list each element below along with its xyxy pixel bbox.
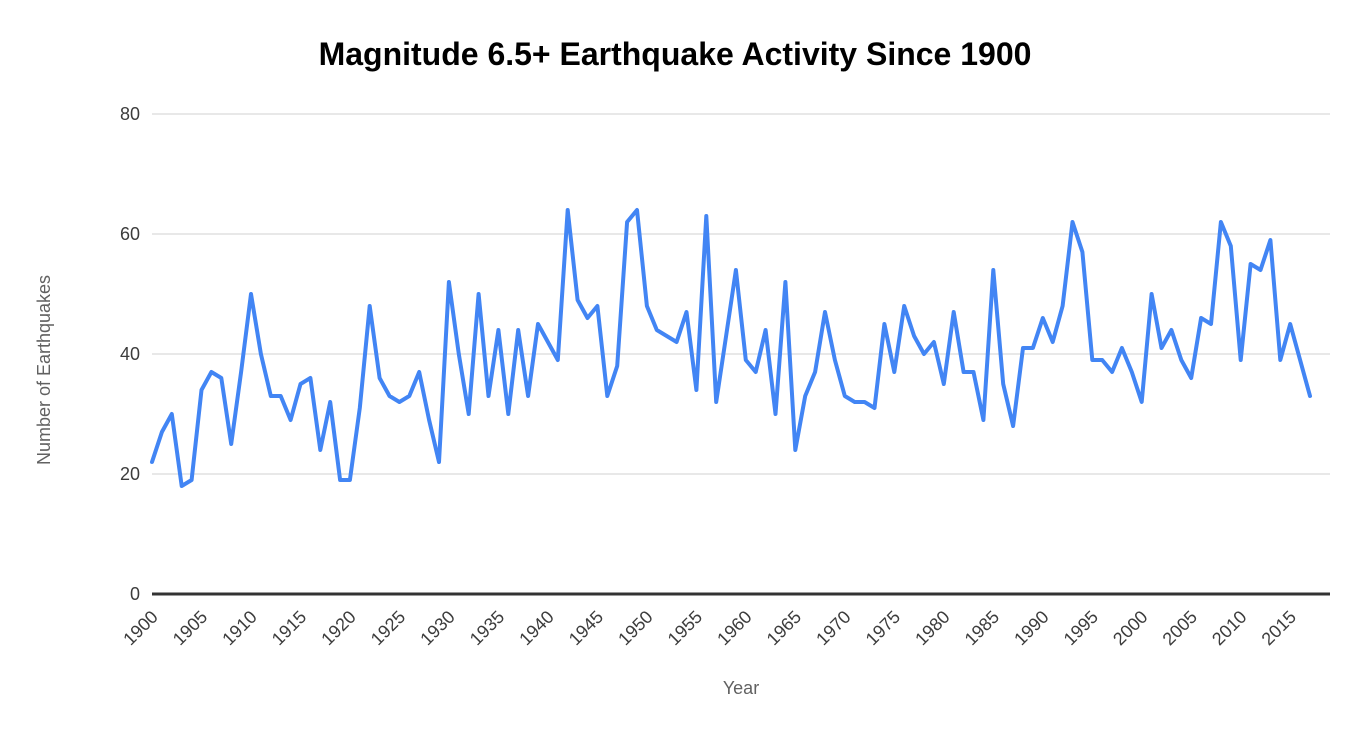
y-tick-label: 0	[130, 584, 140, 604]
x-tick-label: 1920	[317, 607, 359, 649]
y-axis-title: Number of Earthquakes	[34, 275, 54, 465]
y-axis-tick-labels: 0 20 40 60 80	[120, 104, 140, 604]
y-tick-label: 20	[120, 464, 140, 484]
x-tick-label: 1945	[565, 607, 607, 649]
x-tick-label: 1990	[1010, 607, 1052, 649]
x-tick-label: 1975	[862, 607, 904, 649]
x-axis-tick-labels: 1900 1905 1910 1915 1920 1925 1930 1935 1940 1945…	[119, 607, 1300, 649]
x-axis-title: Year	[723, 678, 759, 698]
gridlines-group	[152, 113, 1330, 596]
y-tick-label: 60	[120, 224, 140, 244]
x-tick-label: 2015	[1258, 607, 1300, 649]
x-tick-label: 1905	[169, 607, 211, 649]
x-tick-label: 1970	[812, 607, 854, 649]
x-tick-label: 1965	[763, 607, 805, 649]
x-tick-label: 1900	[119, 607, 161, 649]
x-tick-label: 1995	[1060, 607, 1102, 649]
x-tick-label: 1915	[268, 607, 310, 649]
x-tick-label: 2005	[1159, 607, 1201, 649]
x-tick-label: 1960	[713, 607, 755, 649]
earthquake-series-line[interactable]	[150, 208, 1312, 488]
x-tick-label: 1985	[961, 607, 1003, 649]
x-tick-label: 1910	[218, 607, 260, 649]
x-tick-label: 2000	[1109, 607, 1151, 649]
x-tick-label: 1940	[515, 607, 557, 649]
y-tick-label: 80	[120, 104, 140, 124]
x-tick-label: 1930	[416, 607, 458, 649]
x-tick-label: 1935	[466, 607, 508, 649]
x-tick-label: 1955	[664, 607, 706, 649]
y-tick-label: 40	[120, 344, 140, 364]
x-tick-label: 1925	[367, 607, 409, 649]
x-tick-label: 1980	[911, 607, 953, 649]
chart-title: Magnitude 6.5+ Earthquake Activity Since…	[318, 36, 1032, 72]
x-tick-label: 1950	[614, 607, 656, 649]
x-tick-label: 2010	[1208, 607, 1250, 649]
